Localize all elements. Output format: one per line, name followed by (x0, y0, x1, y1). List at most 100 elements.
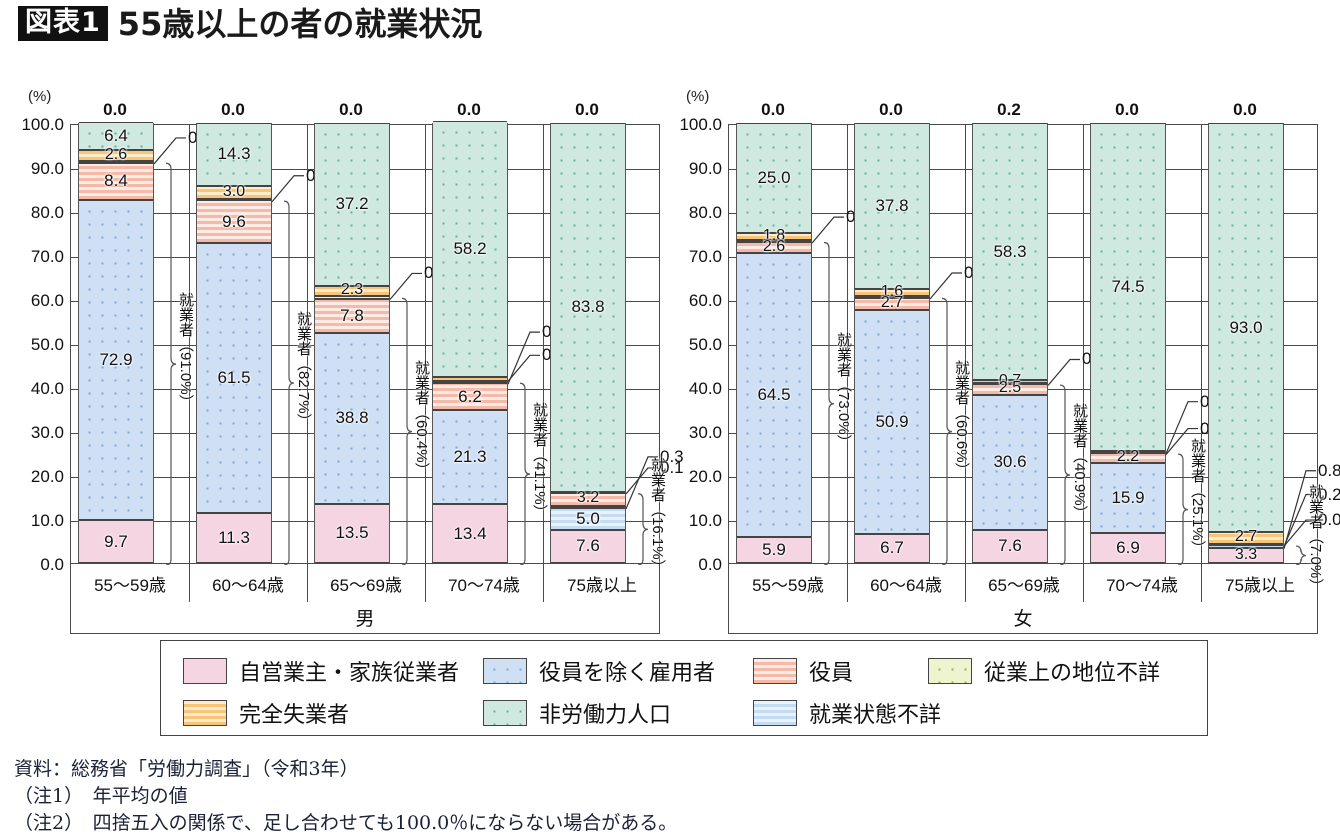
legend-label-unkstat: 就業状態不詳 (809, 703, 942, 728)
category-separator (307, 125, 309, 563)
footnote-2: （注2） 四捨五入の関係で、足し合わせても100.0％にならない場合がある。 (14, 811, 678, 834)
figure-title-text: 55歳以上の者の就業状況 (117, 4, 483, 43)
category-separator (1083, 125, 1085, 563)
bar-segment-nonlf (737, 122, 811, 233)
employed-bracket (1177, 453, 1189, 565)
x-axis-cell-divider (425, 564, 427, 602)
bar-segment-unemp (737, 232, 811, 241)
callout-leader-line (929, 272, 962, 300)
employed-bracket-label: 就業者（91.0%） (177, 292, 194, 410)
footnote-source: 資料：総務省「労働力調査」（令和3年） (14, 758, 359, 780)
bar-value-label: 64.5 (757, 385, 791, 405)
bar-segment-emp (315, 332, 389, 504)
stacked-bar: 6.4 2.6 8.4 72.9 9.7 (78, 121, 154, 563)
chart-legend: 自営業主・家族従業者 役員を除く雇用者 役員 従業上の地位不詳 完全失業者 非労… (160, 640, 1208, 736)
category-separator (543, 125, 545, 563)
callout-leader-line (271, 175, 304, 203)
employed-bracket (823, 241, 835, 565)
bar-segment-emp (737, 253, 811, 538)
bar-value-label: 37.8 (875, 196, 909, 216)
bar-segment-nonlf (433, 121, 507, 378)
bar-top-value-label: 0.0 (1115, 100, 1139, 119)
bar-segment-nonlf (79, 121, 153, 150)
x-axis-cell-divider (847, 564, 849, 602)
bar-segment-unkpos (855, 296, 929, 299)
bar-segment-unkpos (197, 199, 271, 202)
bar-value-label: 38.8 (335, 408, 369, 428)
page-title: 図表1 55歳以上の者の就業状況 (18, 4, 483, 43)
x-axis-cell-divider (189, 564, 191, 602)
bar-segment-unemp (855, 289, 929, 297)
bar-top-value-label: 0.0 (761, 100, 785, 119)
bar-value-label: 74.5 (1111, 277, 1145, 297)
y-axis-tick-label: 0.0 (698, 555, 722, 574)
legend-swatch-emp-icon (483, 658, 527, 684)
legend-swatch-exec-icon (753, 658, 797, 684)
legend-swatch-unkpos-icon (928, 658, 972, 684)
bar-value-label: 2.6 (104, 145, 128, 163)
bar-segment-exec (197, 200, 271, 243)
bar-segment-self (315, 503, 389, 563)
panel-sex-label: 女 (1013, 609, 1033, 630)
bar-segment-emp (1091, 462, 1165, 533)
bar-value-label: 5.0 (576, 508, 600, 528)
y-axis-tick-label: 90.0 (30, 159, 64, 178)
y-axis-tick-label: 80.0 (30, 203, 64, 222)
bar-segment-nonlf (315, 122, 389, 287)
y-axis-tick-label: 60.0 (688, 291, 722, 310)
legend-swatch-unkstat-icon (753, 700, 797, 726)
y-axis-tick-label: 30.0 (30, 423, 64, 442)
legend-label-unemp: 完全失業者 (239, 703, 350, 728)
legend-row-2: 完全失業者 非労働力人口 就業状態不詳 (161, 692, 1207, 734)
plot-area: 100.0 90.0 80.0 70.0 60.0 50.0 40.0 30.0 20.0 10.… (679, 115, 1340, 593)
bar-segment-unkpos (315, 296, 389, 299)
bar-value-label: 9.6 (222, 211, 246, 231)
x-axis-band: 55～59歳 60～64歳 65～69歳 70～74歳 75歳以上女 (728, 564, 1318, 634)
bar-segment-emp (973, 394, 1047, 530)
bar-value-label: 2.6 (762, 237, 786, 255)
bar-segment-emp (855, 309, 929, 534)
legend-label-unkpos: 従業上の地位不詳 (984, 661, 1161, 686)
callout-leader-line (507, 331, 540, 385)
bar-segment-emp (197, 242, 271, 514)
bar-value-label: 2.7 (1234, 528, 1258, 546)
bar-value-label: 9.7 (104, 531, 128, 551)
bar-value-label: 3.3 (1234, 545, 1258, 563)
x-axis-category-label: 60～64歳 (870, 575, 942, 595)
employed-bracket (1059, 384, 1071, 565)
x-axis-category-label: 70～74歳 (1106, 575, 1178, 595)
legend-item-nonlf: 非労働力人口 (483, 697, 753, 729)
legend-item-self: 自営業主・家族従業者 (183, 655, 483, 687)
bar-callout-label: 0.3 (660, 446, 684, 466)
bar-value-label: 15.9 (1111, 487, 1145, 507)
bar-callout-label: 0.1 (660, 457, 684, 477)
stacked-bar: 14.3 3.0 9.6 61.5 11.3 (196, 123, 272, 563)
x-axis-cell-divider (543, 564, 545, 602)
stacked-bar: 58.2 6.2 21.3 13.4 (432, 121, 508, 563)
legend-row-1: 自営業主・家族従業者 役員を除く雇用者 役員 従業上の地位不詳 (161, 650, 1207, 692)
bar-segment-self (79, 520, 153, 563)
y-axis-tick-label: 90.0 (688, 159, 722, 178)
bar-segment-self (1209, 548, 1283, 563)
bar-segment-emp (79, 199, 153, 521)
stacked-bar: 37.2 2.3 7.8 38.8 13.5 (314, 122, 390, 563)
y-axis-tick-label: 70.0 (688, 247, 722, 266)
y-axis-tick-label: 100.0 (21, 115, 64, 134)
y-axis-tick-label: 20.0 (30, 467, 64, 486)
footnotes: 資料：総務省「労働力調査」（令和3年） （注1） 年平均の値 （注2） 四捨五入… (14, 756, 677, 837)
y-axis-unit-label: (%) (686, 88, 710, 105)
bar-top-value-label: 0.0 (221, 100, 245, 119)
callout-leader-line (1047, 358, 1080, 386)
y-axis-tick-label: 70.0 (30, 247, 64, 266)
callout-leader-line (507, 354, 540, 382)
stacked-bar: 83.8 3.2 5.0 7.6 (550, 123, 626, 563)
y-axis-tick-label: 40.0 (30, 379, 64, 398)
bar-value-label: 61.5 (217, 367, 251, 387)
employed-bracket-label: 就業者（73.0%） (835, 331, 852, 450)
bar-segment-unemp (433, 377, 507, 382)
bar-segment-nonlf (973, 123, 1047, 380)
bar-segment-self (197, 513, 271, 563)
y-axis-tick-label: 100.0 (679, 115, 722, 134)
bar-segment-self (1091, 532, 1165, 563)
employed-bracket-label: 就業者（82.7%） (295, 311, 312, 429)
